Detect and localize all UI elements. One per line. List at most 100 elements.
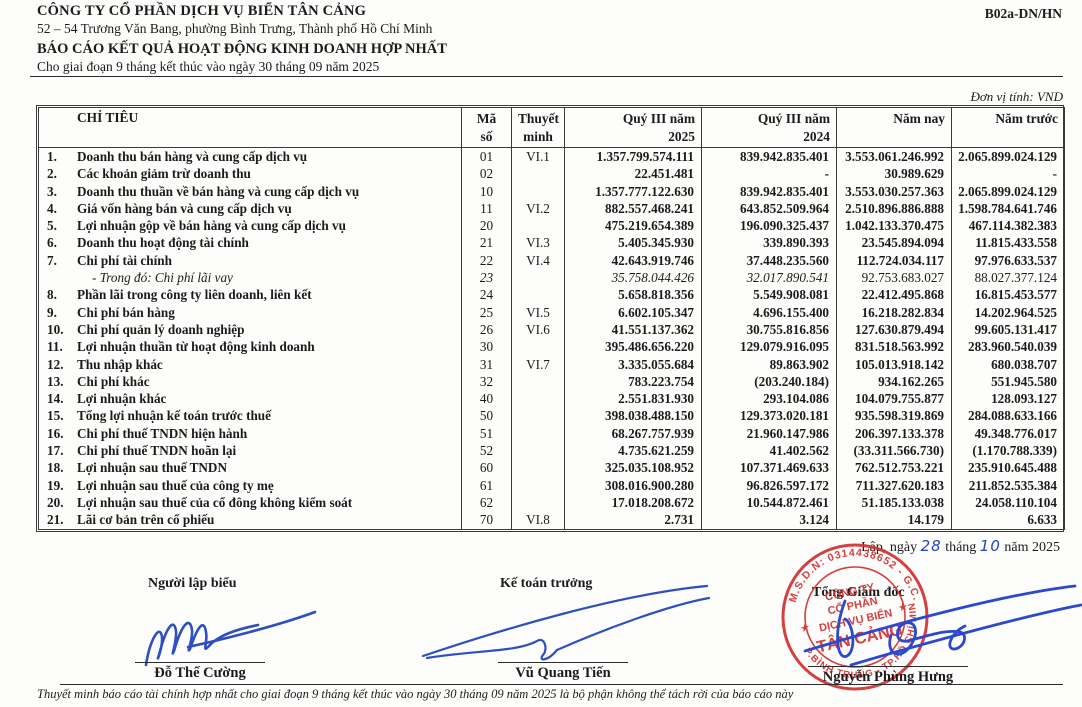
row-note-ref: [511, 269, 565, 287]
row-label: Doanh thu thuần về bán hàng và cung cấp …: [77, 183, 360, 199]
value-q3-2025: 5.405.345.930: [564, 234, 702, 252]
row-number: 12.: [47, 356, 64, 372]
value-ytd-current: 934.162.265: [836, 372, 952, 391]
value-q3-2024: (203.240.184): [701, 372, 837, 391]
signer-name-general-director: Nguyễn Phùng Hưng: [808, 666, 968, 686]
value-q3-2025: 68.267.757.939: [564, 424, 702, 443]
row-label: Lãi cơ bản trên cổ phiếu: [77, 512, 215, 528]
table-row: 5. Lợi nhuận gộp về bán hàng và cung cấp …: [38, 217, 1065, 235]
row-note-ref: VI.4: [511, 251, 565, 270]
table-row: 7. Chi phí tài chính 22 VI.4 42.643.919.7…: [38, 251, 1065, 270]
row-number: 1.: [47, 149, 57, 164]
value-ytd-prior: -: [951, 165, 1065, 183]
value-ytd-prior: 551.945.580: [951, 372, 1065, 391]
income-statement-table: CHỈ TIÊU Mã số Thuyết minh Quý III năm 2025…: [38, 107, 1065, 530]
value-ytd-prior: 283.960.540.039: [951, 338, 1065, 356]
value-q3-2024: 129.373.020.181: [701, 407, 837, 425]
value-q3-2024: 839.942.835.401: [701, 147, 837, 166]
signer-title-preparer: Người lập biểu: [148, 576, 237, 591]
value-q3-2024: 4.696.155.400: [701, 303, 837, 321]
value-ytd-current: 2.510.896.886.888: [836, 199, 952, 218]
value-ytd-prior: 11.815.433.558: [951, 234, 1065, 252]
row-code: 62: [461, 493, 512, 512]
value-ytd-prior: 14.202.964.525: [951, 303, 1065, 321]
value-q3-2025: 42.643.919.746: [564, 251, 702, 270]
row-note-ref: [511, 165, 565, 183]
table-row: 11. Lợi nhuận thuần từ hoạt động kinh doa…: [38, 338, 1065, 356]
col-header-ytd-prior: Năm trước: [951, 107, 1065, 148]
value-q3-2025: 398.038.488.150: [564, 407, 702, 425]
value-ytd-current: 23.545.894.094: [836, 234, 952, 252]
row-label: Chi phí thuế TNDN hiện hành: [77, 425, 248, 441]
row-code: 23: [461, 269, 512, 287]
value-q3-2024: 129.079.916.095: [701, 338, 837, 356]
value-ytd-prior: 467.114.382.383: [951, 217, 1065, 235]
row-code: 51: [461, 424, 512, 443]
company-name: CÔNG TY CỔ PHẦN DỊCH VỤ BIỂN TÂN CẢNG: [37, 3, 367, 19]
row-number: 16.: [47, 425, 64, 441]
signing-date-line: Lập, ngày 28 tháng 10 năm 2025: [861, 537, 1060, 556]
row-label: Các khoản giảm trừ doanh thu: [77, 166, 251, 182]
row-label: Doanh thu bán hàng và cung cấp dịch vụ: [77, 149, 308, 164]
report-footnote: Thuyết minh báo cáo tài chính hợp nhất c…: [37, 687, 794, 701]
row-label: Chi phí quản lý doanh nghiệp: [77, 321, 245, 337]
value-ytd-prior: 97.976.633.537: [951, 251, 1065, 270]
row-code: 01: [461, 147, 512, 166]
col-header-q3-2025-line1: Quý III năm: [622, 111, 695, 126]
row-number: 19.: [47, 477, 64, 493]
value-q3-2024: 5.549.908.081: [701, 286, 837, 304]
stamp-top-arc-text: M.S.D.N: 0314438652 - G.C.P: [765, 527, 923, 631]
value-q3-2025: 2.731: [564, 511, 702, 530]
row-code: 61: [461, 476, 512, 494]
value-q3-2025: 22.451.481: [564, 165, 702, 183]
row-number: 21.: [47, 512, 64, 528]
row-note-ref: VI.2: [511, 199, 565, 218]
row-number: 11.: [47, 339, 63, 355]
col-header-q3-2024-line1: Quý III năm: [757, 111, 830, 126]
value-ytd-prior: 6.633: [951, 511, 1065, 530]
value-ytd-prior: 284.088.633.166: [951, 407, 1065, 425]
row-label: Lợi nhuận khác: [77, 391, 167, 407]
value-ytd-prior: 99.605.131.417: [951, 320, 1065, 339]
row-code: 25: [461, 303, 512, 321]
value-ytd-current: 206.397.133.378: [836, 424, 952, 443]
row-note-ref: [511, 407, 565, 425]
table-row: - Trong đó: Chi phí lãi vay 23 35.758.04…: [38, 269, 1065, 287]
report-table-body: 1. Doanh thu bán hàng và cung cấp dịch vụ…: [38, 147, 1065, 530]
row-note-ref: [511, 217, 565, 235]
row-number: 4.: [47, 200, 57, 216]
value-ytd-current: 711.327.620.183: [836, 476, 952, 494]
row-label: Lợi nhuận gộp về bán hàng và cung cấp dị…: [77, 218, 346, 234]
value-ytd-current: 22.412.495.868: [836, 286, 952, 304]
row-code: 70: [461, 511, 512, 530]
form-code-badge: B02a-DN/HN: [984, 6, 1062, 21]
value-ytd-current: (33.311.566.730): [836, 442, 952, 460]
header-divider: [30, 76, 1063, 77]
table-row: 13. Chi phí khác 32 783.223.754 (203.240.…: [38, 372, 1065, 391]
value-q3-2025: 1.357.777.122.630: [564, 182, 702, 200]
value-ytd-current: 16.218.282.834: [836, 303, 952, 321]
value-q3-2024: 32.017.890.541: [701, 269, 837, 287]
value-q3-2025: 41.551.137.362: [564, 320, 702, 339]
col-header-q3-2025-line2: 2025: [668, 129, 695, 144]
row-note-ref: VI.1: [511, 147, 565, 166]
value-q3-2024: 839.942.835.401: [701, 182, 837, 200]
row-code: 60: [461, 459, 512, 477]
row-note-ref: [511, 442, 565, 460]
value-q3-2024: 196.090.325.437: [701, 217, 837, 235]
col-header-code: Mã số: [461, 107, 512, 148]
value-ytd-prior: 88.027.377.124: [951, 269, 1065, 287]
value-ytd-prior: 2.065.899.024.129: [951, 182, 1065, 200]
value-q3-2025: 2.551.831.930: [564, 390, 702, 408]
value-ytd-current: 831.518.563.992: [836, 338, 952, 356]
row-label: Lợi nhuận sau thuế của cổ đông không kiể…: [77, 494, 353, 510]
col-header-q3-2025: Quý III năm 2025: [564, 107, 702, 148]
row-note-ref: [511, 182, 565, 200]
value-q3-2024: 30.755.816.856: [701, 320, 837, 339]
value-q3-2025: 882.557.468.241: [564, 199, 702, 218]
col-header-q3-2024: Quý III năm 2024: [701, 107, 837, 148]
row-code: 22: [461, 251, 512, 270]
row-note-ref: VI.5: [511, 303, 565, 321]
row-note-ref: [511, 372, 565, 391]
